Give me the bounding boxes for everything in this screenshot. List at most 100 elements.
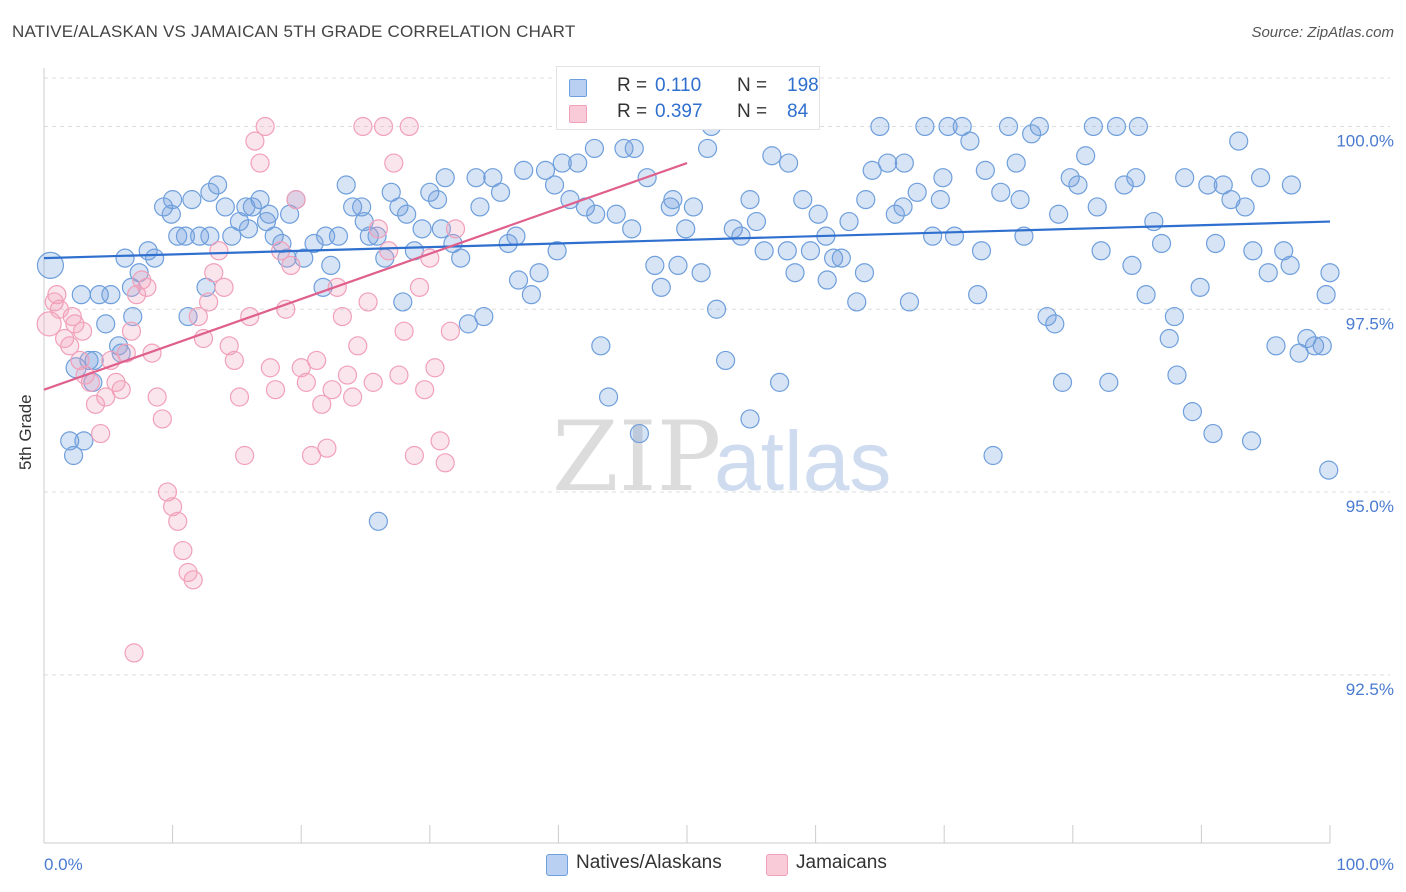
natives-point [1312,336,1332,356]
jamaicans-point [363,372,383,392]
natives-point [458,314,478,334]
natives-point [793,190,813,210]
jamaicans-point [224,350,244,371]
natives-point [393,292,413,312]
natives-point [175,226,196,246]
jamaicans-point [157,482,178,502]
jamaicans-point [348,336,368,356]
natives-point [706,299,727,319]
natives-point [1281,175,1302,195]
natives-point [944,226,965,246]
natives-point [762,146,782,166]
natives-point [182,190,202,210]
natives-point [178,306,198,327]
jamaicans-point [70,350,90,371]
natives-point [740,409,760,429]
natives-point [123,306,143,327]
watermark-zip: ZIP [552,401,721,513]
natives-point [808,204,828,224]
natives-point [200,226,220,246]
natives-point [983,445,1003,466]
natives-point [1006,153,1026,173]
natives-point [250,190,270,210]
natives-point [598,387,619,407]
natives-point [645,255,665,276]
natives-point [490,182,511,202]
jamaicans-point [173,540,193,561]
natives-point [63,445,84,466]
jamaicans-point [214,277,234,297]
natives-point [435,168,455,188]
natives-point [552,153,572,173]
jamaicans-point [255,116,275,137]
natives-point [663,190,683,210]
natives-point [586,204,606,224]
natives-point [544,175,565,195]
natives-point [1052,372,1073,392]
natives-point [1099,372,1119,392]
natives-point [1159,328,1179,349]
natives-point [885,204,905,224]
jamaicans-point [420,248,440,268]
jamaicans-point [425,358,445,378]
natives-point [847,292,867,312]
jamaicans-point [415,380,435,400]
jamaicans-point [62,306,82,327]
natives-point [933,168,953,188]
jamaicans-point [353,116,373,137]
natives-point [998,116,1019,137]
natives-point [1122,255,1142,276]
jamaicans-point [96,387,116,407]
natives-point [975,160,995,180]
natives-point [1229,131,1249,151]
jamaicans-point [445,219,466,239]
natives-point [36,251,65,280]
natives-point [878,153,898,173]
natives-point [606,204,626,224]
jamaicans-point [47,285,67,305]
legend-label: Jamaicans [796,852,887,873]
natives-point [907,182,927,202]
jamaicans-point [368,219,388,239]
natives-point [614,138,634,159]
jamaicans-point [183,570,203,590]
jamaicans-point [209,241,229,261]
source-label: Source: ZipAtlas.com [1251,24,1394,41]
natives-point [824,248,844,268]
natives-point [474,306,494,327]
natives-point [1167,365,1187,385]
r-label: R = [617,75,648,96]
jamaicans-point [399,116,419,137]
natives-point [1190,277,1210,297]
natives-point [839,211,859,232]
natives-point [529,263,549,283]
jamaicans-point [235,445,255,466]
natives-point [971,241,992,261]
natives-point [412,219,432,239]
y-tick-label: 92.5% [1346,680,1394,699]
natives-point [715,350,736,371]
jamaicans-point [337,365,358,385]
jamaicans-point [317,438,337,458]
natives-point [336,175,356,195]
natives-point [740,190,760,210]
natives-point [389,197,409,217]
natives-point [368,511,388,531]
natives-point [856,190,876,210]
natives-point [591,336,611,356]
natives-point [938,116,958,137]
natives-point [584,138,605,159]
natives-point [101,285,121,305]
natives-point [683,197,704,217]
natives-point [746,211,767,232]
natives-point [1297,328,1317,349]
jamaicans-point [291,358,311,378]
natives-point [697,138,718,159]
jamaicans-swatch [569,105,587,123]
jamaicans-point [65,314,85,334]
natives-point [960,131,980,151]
jamaicans-point [322,380,342,400]
jamaicans-point [440,321,460,341]
natives-point [508,270,529,290]
r-value: 0.110 [655,75,702,96]
